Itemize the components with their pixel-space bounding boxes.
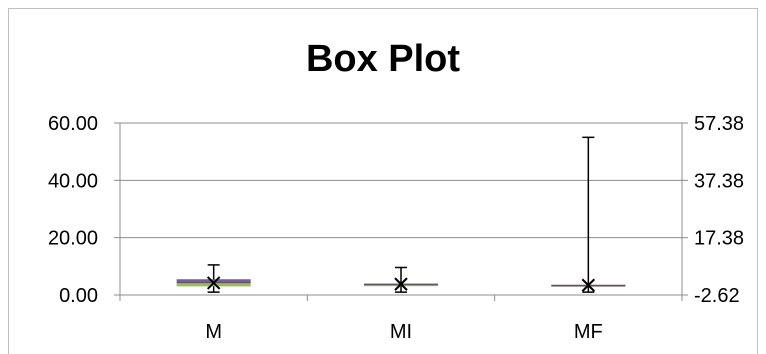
box-mf xyxy=(551,136,626,293)
secondary-y-axis: -2.62 17.38 37.38 57.38 xyxy=(681,113,744,307)
mean-marker xyxy=(206,276,221,290)
x-tick-label: M xyxy=(205,321,222,343)
x-tick-label: MF xyxy=(574,321,603,343)
y-tick-label: 40.00 xyxy=(48,170,98,192)
box-lower xyxy=(176,282,251,287)
box-mi xyxy=(364,266,438,293)
chart-title: Box Plot xyxy=(305,38,461,80)
secondary-tick-label: 37.38 xyxy=(694,170,744,192)
y-tick-label: 20.00 xyxy=(48,228,98,250)
secondary-tick-label: 17.38 xyxy=(694,228,744,250)
mean-marker xyxy=(394,277,408,291)
chart-frame xyxy=(8,8,758,354)
x-axis: M MI MF xyxy=(119,294,683,343)
box-m xyxy=(176,264,251,293)
secondary-tick-label: 57.38 xyxy=(694,113,744,135)
secondary-tick-label: -2.62 xyxy=(694,285,740,307)
primary-y-axis: 0.00 20.00 40.00 60.00 xyxy=(48,113,121,307)
y-tick-label: 60.00 xyxy=(48,113,98,135)
x-tick-label: MI xyxy=(390,321,412,343)
mean-marker xyxy=(581,278,596,292)
y-tick-label: 0.00 xyxy=(59,285,98,307)
boxes xyxy=(176,136,626,293)
box-upper xyxy=(176,279,251,283)
